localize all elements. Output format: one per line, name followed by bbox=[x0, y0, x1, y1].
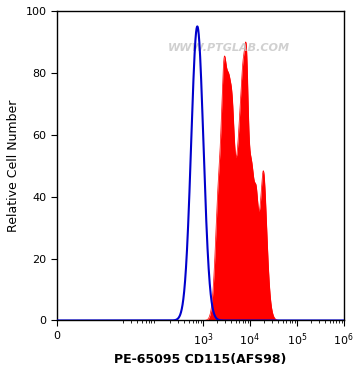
X-axis label: PE-65095 CD115(AFS98): PE-65095 CD115(AFS98) bbox=[114, 353, 287, 366]
Text: WWW.PTGLAB.COM: WWW.PTGLAB.COM bbox=[168, 43, 290, 53]
Y-axis label: Relative Cell Number: Relative Cell Number bbox=[7, 100, 20, 232]
